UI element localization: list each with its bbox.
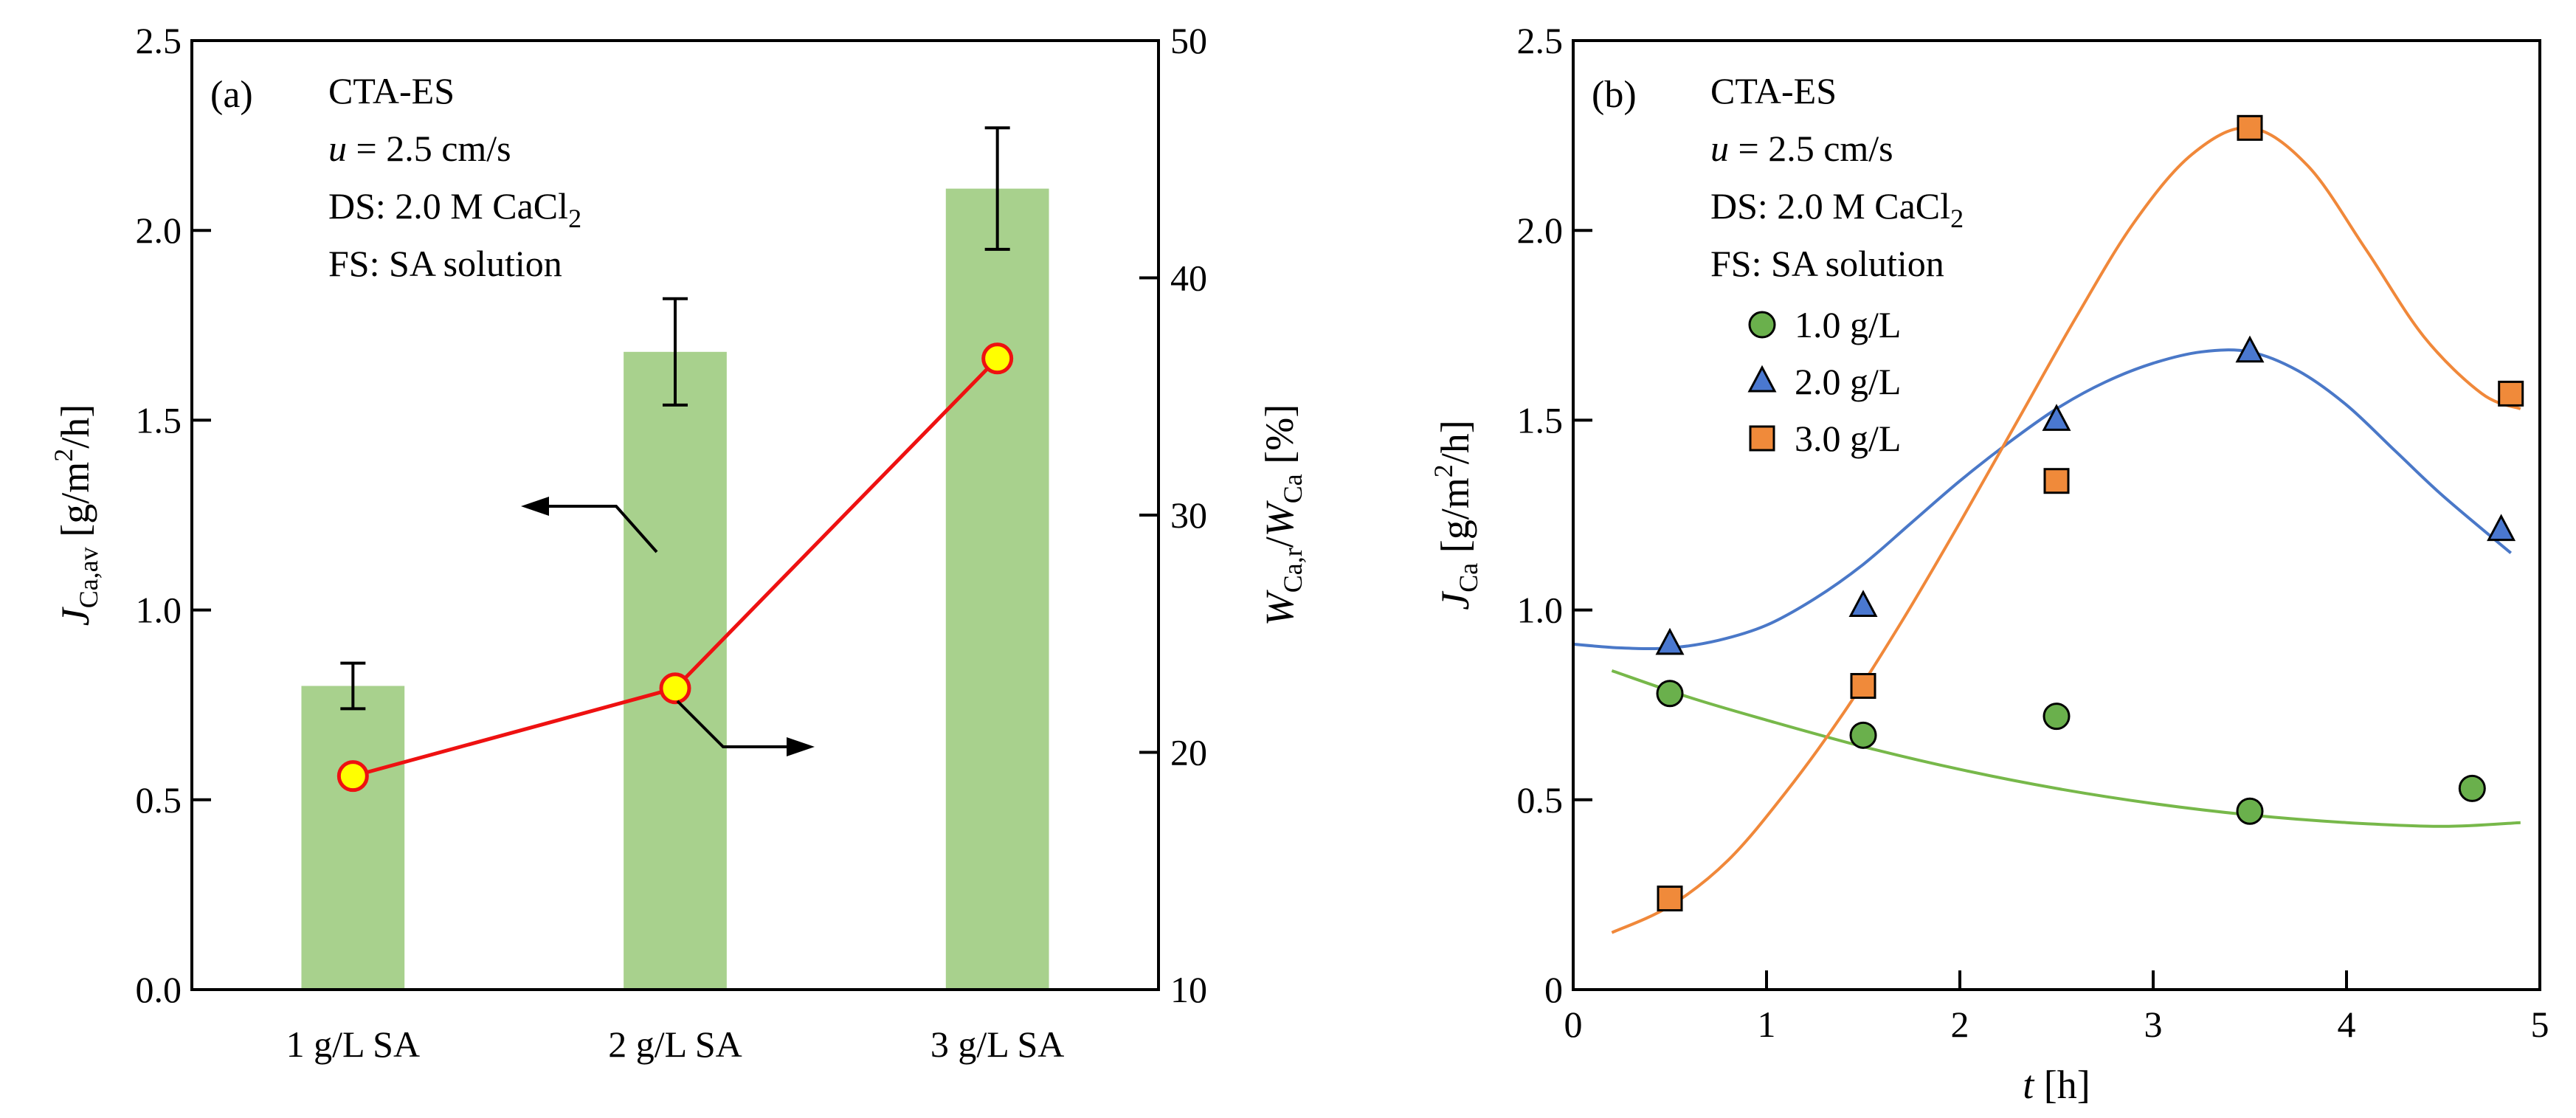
data-point-s2-1 [1655,627,1685,655]
x-tick-label: 0 [1564,1004,1583,1045]
y-axis-label: JCa [g/m2/h] [1429,420,1483,610]
left-tick-label: 2.5 [136,20,182,61]
legend-label-3: 3.0 g/L [1795,418,1901,459]
y-tick-label: 1.5 [1517,399,1564,441]
x-tick-label: 5 [2531,1004,2549,1045]
note-velocity: u = 2.5 cm/s [328,128,511,169]
fit-curve-2 [1572,348,2512,651]
data-point-s3-1 [1657,886,1683,912]
right-axis-label: WCa,r/WCa [%] [1257,404,1308,626]
category-label-1: 1 g/L SA [286,1024,421,1065]
y-tick-label: 1.0 [1517,590,1564,631]
legend-marker-1 [1748,311,1776,339]
panel-a-chart: 0.0 0.5 1.0 1.5 2.0 2.5 10 20 30 40 50 1 g/L SA 2 … [49,20,1308,1065]
data-point-group [1655,114,2524,912]
ratio-point-2 [659,672,691,705]
right-tick-label: 20 [1170,732,1207,773]
ratio-point-3 [981,342,1014,375]
note-draw-solution: DS: 2.0 M CaCl2 [328,185,581,233]
right-axis-ticks: 10 20 30 40 50 [1139,20,1207,1010]
right-tick-label: 10 [1170,969,1207,1010]
left-axis-label: JCa,av [g/m2/h] [49,404,103,626]
note-velocity: u = 2.5 cm/s [1710,128,1893,169]
data-point-s1-4 [2236,797,2264,825]
legend-label-2: 2.0 g/L [1795,361,1901,402]
data-point-s3-3 [2043,468,2070,494]
x-tick-label: 4 [2338,1004,2356,1045]
category-label-3: 3 g/L SA [930,1024,1065,1065]
category-labels: 1 g/L SA 2 g/L SA 3 g/L SA [286,1024,1065,1065]
fit-curve-group [1572,126,2521,934]
legend-label-1: 1.0 g/L [1795,304,1901,345]
right-tick-label: 30 [1170,494,1207,536]
ratio-point-1 [336,760,369,793]
data-point-s2-4 [2235,335,2265,363]
left-tick-label: 2.0 [136,210,182,251]
fit-curve-1 [1611,669,2521,828]
x-tick-label: 3 [2144,1004,2163,1045]
x-tick-label: 2 [1951,1004,1969,1045]
y-tick-label: 2.5 [1517,20,1564,61]
x-axis-label: t [h] [2023,1063,2090,1107]
data-point-s3-5 [2498,380,2524,407]
note-feed-solution: FS: SA solution [1710,243,1944,284]
bar-3 [945,188,1049,990]
y-tick-label: 0 [1544,969,1563,1010]
right-tick-label: 50 [1170,20,1207,61]
data-point-s2-3 [2042,404,2071,431]
data-point-s1-1 [1656,680,1684,708]
data-point-s3-4 [2237,114,2263,141]
error-bar-group [340,126,1010,711]
panel-b-chart: 0 0.5 1.0 1.5 2.0 2.5 0 1 2 3 4 5 1.0 g/L 2.0 g/L 3.… [1429,20,2549,1107]
right-axis-arrowhead [787,737,815,756]
data-point-s2-5 [2487,514,2516,542]
left-tick-label: 1.5 [136,399,182,441]
note-membrane: CTA-ES [328,70,455,111]
panel-label: (a) [210,74,253,116]
note-membrane: CTA-ES [1710,70,1837,111]
left-axis-ticks: 0.0 0.5 1.0 1.5 2.0 2.5 [136,20,211,1010]
y-tick-label: 2.0 [1517,210,1564,251]
ratio-line-group [336,342,1014,793]
left-axis-arrowhead [521,497,549,516]
panel-label: (b) [1592,74,1637,116]
note-feed-solution: FS: SA solution [328,243,562,284]
x-axis-ticks: 0 1 2 3 4 5 [1564,970,2549,1045]
note-draw-solution: DS: 2.0 M CaCl2 [1710,185,1964,233]
left-tick-label: 0.5 [136,779,182,821]
bar-2 [624,351,727,990]
data-point-s1-3 [2043,703,2071,731]
left-tick-label: 1.0 [136,590,182,631]
legend-marker-3 [1749,425,1775,452]
bar-1 [301,686,405,990]
bar-group [301,188,1049,990]
left-axis-arrow [528,505,658,553]
data-point-s1-2 [1849,721,1877,749]
data-point-s1-5 [2458,774,2486,802]
data-point-s3-2 [1850,672,1876,699]
right-tick-label: 40 [1170,258,1207,299]
fit-curve-3 [1611,126,2521,934]
legend: 1.0 g/L 2.0 g/L 3.0 g/L [1747,304,1901,459]
category-label-2: 2 g/L SA [608,1024,742,1065]
data-point-s2-2 [1848,590,1878,617]
left-tick-label: 0.0 [136,969,182,1010]
legend-marker-2 [1747,365,1777,393]
right-axis-arrow [676,700,804,748]
y-tick-label: 0.5 [1517,779,1564,821]
plot-frame [1572,39,2541,991]
y-axis-ticks: 0 0.5 1.0 1.5 2.0 2.5 [1517,20,1592,1010]
x-tick-label: 1 [1758,1004,1776,1045]
